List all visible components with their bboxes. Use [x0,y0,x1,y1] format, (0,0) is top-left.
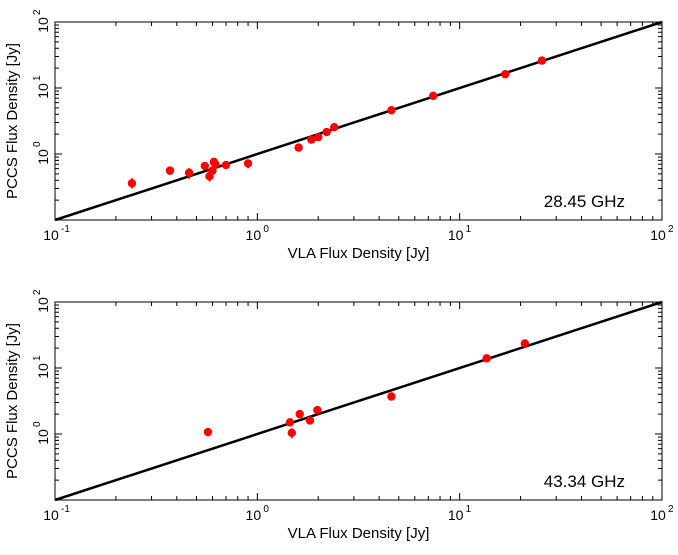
data-point [314,132,323,142]
y-tick-label: 10 [35,363,51,379]
x-tick-label: 10 [246,227,262,243]
one-to-one-line [54,300,663,502]
x-tick-label-exponent: 0 [263,504,269,515]
y-tick-label: 10 [35,17,51,33]
data-point [287,428,296,438]
x-tick-label-exponent: 1 [466,504,472,515]
data-point [208,166,217,175]
data-point [294,143,303,152]
x-tick-label-exponent: 1 [466,224,472,235]
data-point [203,427,213,437]
plot-frame [54,21,663,221]
data-point [221,160,231,170]
x-tick-label-exponent: -1 [61,504,70,515]
data-point [243,159,253,168]
data-point [322,127,331,137]
x-axis-label: VLA Flux Density [Jy] [288,245,430,262]
y-tick-label-group: 101 [32,75,51,99]
y-tick-label-group: 102 [32,289,51,313]
x-tick-label-exponent: -1 [61,224,70,235]
y-tick-label-exponent: 2 [32,9,43,15]
data-point [429,91,438,101]
data-point [184,168,194,177]
y-tick-label-exponent: 0 [32,421,43,427]
x-tick-label-exponent: 2 [668,504,674,515]
data-point [537,56,547,65]
y-tick-label-group: 100 [32,141,51,165]
y-tick-label-exponent: 1 [32,355,43,361]
data-point [165,166,175,175]
data-point [387,392,396,401]
data-point [330,122,339,132]
data-point [313,405,322,415]
data-point [200,161,210,171]
y-tick-label: 10 [35,297,51,313]
y-tick-label-group: 100 [32,421,51,445]
one-to-one-line [54,20,663,222]
frequency-label: 43.34 GHz [544,472,625,491]
x-tick-label: 10 [43,227,59,243]
y-tick-label-group: 102 [32,9,51,33]
y-tick-label-exponent: 2 [32,289,43,295]
x-tick-label: 10 [448,227,464,243]
y-tick-label: 10 [35,83,51,99]
data-point [501,69,510,79]
data-point [127,179,137,188]
y-tick-label: 10 [35,149,51,165]
data-point [295,409,304,419]
x-tick-label: 10 [246,507,262,523]
x-tick-label: 10 [448,507,464,523]
y-tick-label: 10 [35,429,51,445]
x-tick-label-exponent: 0 [263,224,269,235]
frequency-label: 28.45 GHz [544,192,625,211]
y-tick-label-exponent: 1 [32,75,43,81]
data-point [305,416,315,425]
x-tick-label-exponent: 2 [668,224,674,235]
plot-frame [54,301,663,501]
y-axis-label: PCCS Flux Density [Jy] [4,323,21,479]
y-axis-label: PCCS Flux Density [Jy] [4,43,21,199]
y-tick-label-group: 101 [32,355,51,379]
x-tick-label: 10 [650,227,666,243]
x-axis-label: VLA Flux Density [Jy] [288,525,430,542]
data-point [307,135,316,144]
x-tick-label: 10 [43,507,59,523]
x-tick-label: 10 [650,507,666,523]
data-point [285,418,295,427]
data-point [520,339,530,348]
y-tick-label-exponent: 0 [32,141,43,147]
data-point [211,160,220,169]
data-point [387,106,396,115]
data-point [482,354,491,363]
